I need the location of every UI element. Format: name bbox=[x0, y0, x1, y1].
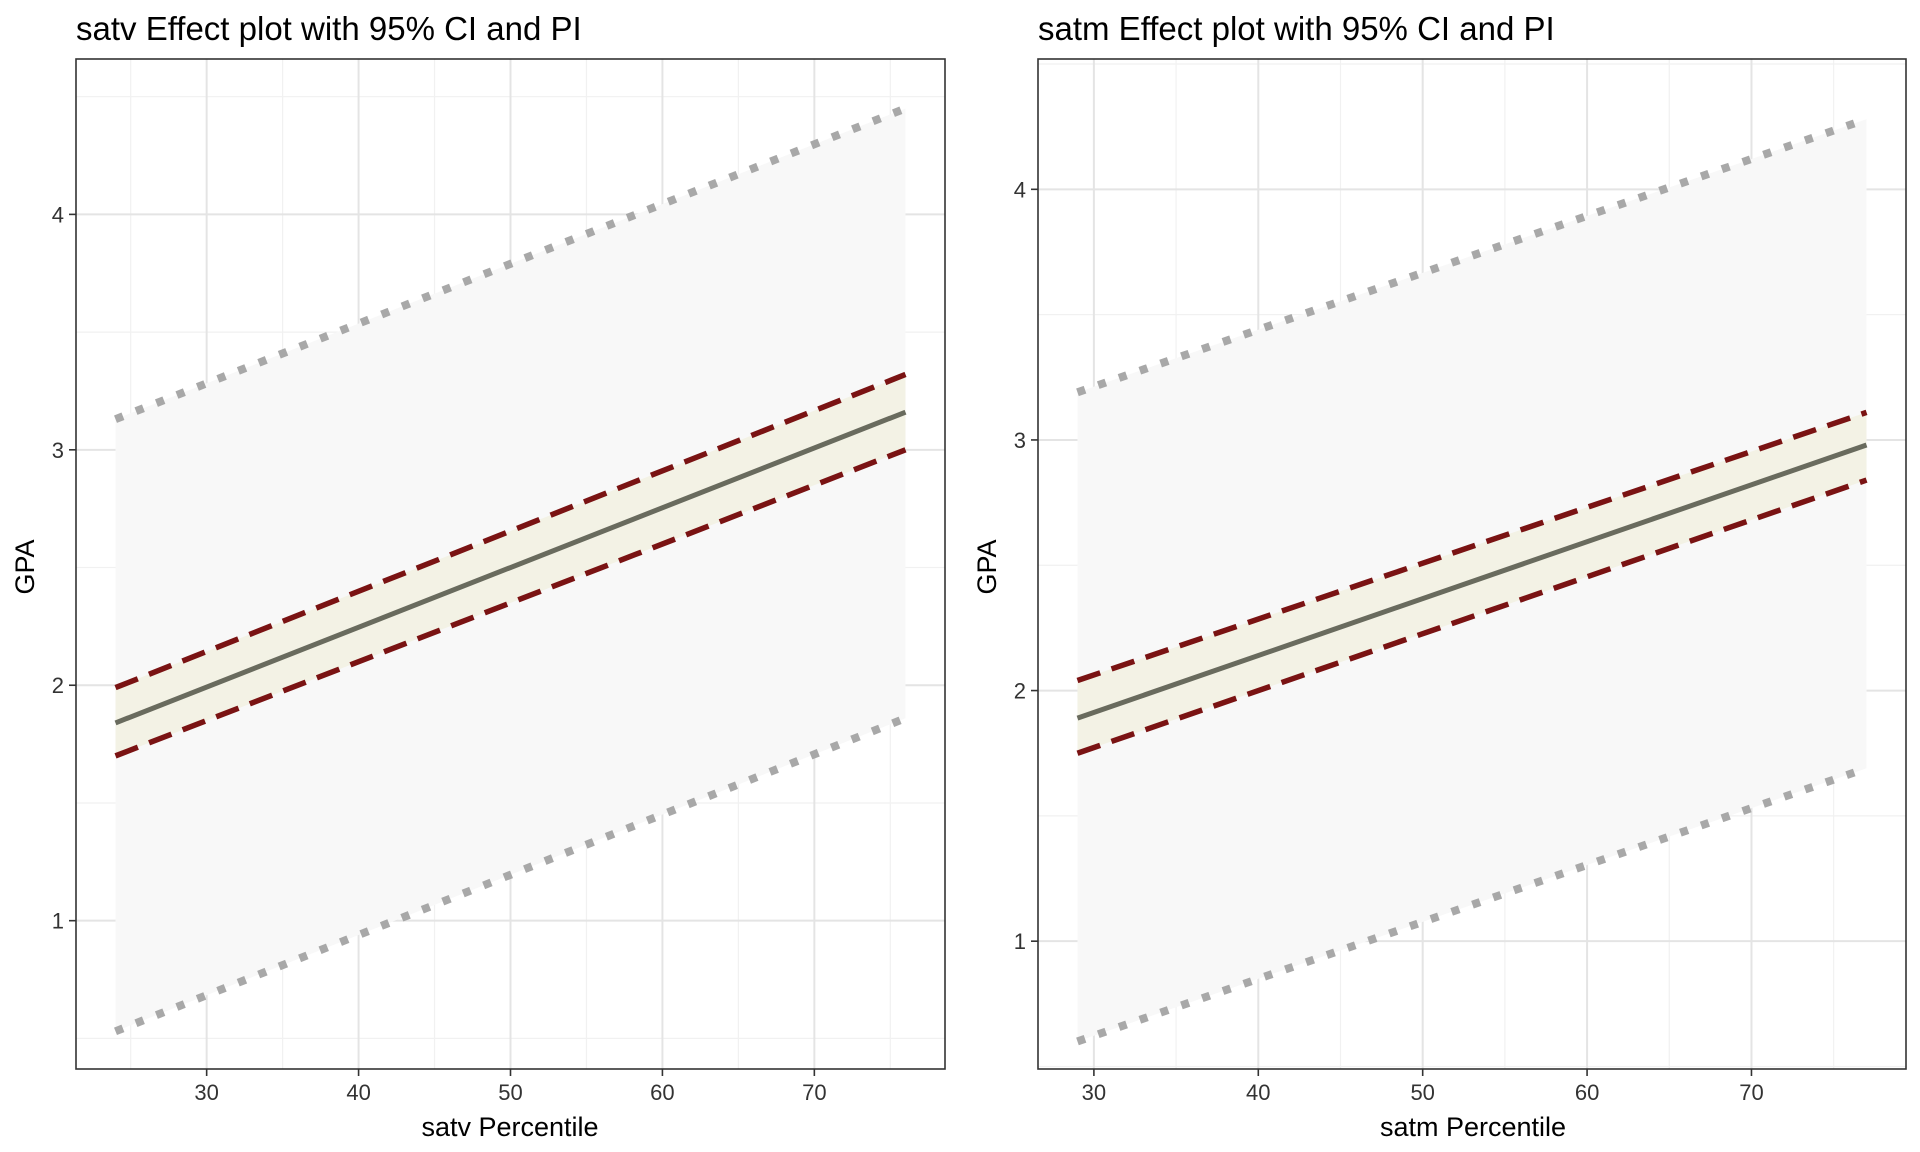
satv-plot-area bbox=[75, 58, 946, 1070]
satm-panel-border bbox=[1037, 58, 1907, 1070]
satv-y-axis-title: GPA bbox=[10, 539, 40, 594]
satv-y-tick-label: 4 bbox=[52, 202, 64, 227]
satv-x-axis-ticks: 30 40 50 60 70 bbox=[194, 1069, 827, 1105]
satv-x-tick-label: 60 bbox=[650, 1080, 674, 1105]
satv-y-axis-ticks: 1 2 3 4 bbox=[52, 202, 76, 934]
satm-plot-title: satm Effect plot with 95% CI and PI bbox=[1038, 10, 1555, 47]
satm-y-tick-label: 1 bbox=[1014, 929, 1026, 954]
satm-y-tick-label: 4 bbox=[1014, 177, 1026, 202]
satm-y-axis-title: GPA bbox=[972, 539, 1002, 594]
satm-x-tick-label: 50 bbox=[1410, 1080, 1434, 1105]
satv-x-tick-label: 50 bbox=[498, 1080, 522, 1105]
satm-ci-lower-line bbox=[1076, 477, 1868, 756]
satv-pi-upper-line bbox=[114, 104, 907, 423]
satm-ci-upper-line bbox=[1076, 409, 1868, 684]
satv-ci-lower-line bbox=[114, 447, 907, 759]
satv-plot-title: satv Effect plot with 95% CI and PI bbox=[76, 10, 582, 47]
satm-x-tick-label: 70 bbox=[1739, 1080, 1763, 1105]
satm-y-axis-ticks: 1 2 3 4 bbox=[1014, 177, 1038, 954]
satm-fit-line bbox=[1076, 442, 1868, 721]
satv-y-tick-label: 1 bbox=[52, 909, 64, 934]
satm-y-tick-label: 3 bbox=[1014, 428, 1026, 453]
satv-x-tick-label: 70 bbox=[802, 1080, 826, 1105]
satm-effect-plot: satm Effect plot with 95% CI and PI 30 40… bbox=[972, 10, 1907, 1142]
satm-pi-lower-line bbox=[1076, 764, 1868, 1046]
satm-x-tick-label: 60 bbox=[1575, 1080, 1599, 1105]
satm-pi-upper-line bbox=[1076, 115, 1868, 397]
satm-x-tick-label: 40 bbox=[1246, 1080, 1270, 1105]
satv-x-tick-label: 40 bbox=[346, 1080, 370, 1105]
satv-y-tick-label: 2 bbox=[52, 673, 64, 698]
satv-y-tick-label: 3 bbox=[52, 438, 64, 463]
satv-x-tick-label: 30 bbox=[194, 1080, 218, 1105]
satm-y-tick-label: 2 bbox=[1014, 679, 1026, 704]
satm-x-axis-title: satm Percentile bbox=[1380, 1112, 1566, 1142]
satv-pi-lower-line bbox=[114, 714, 907, 1036]
satv-x-axis-title: satv Percentile bbox=[421, 1112, 598, 1142]
satm-x-axis-ticks: 30 40 50 60 70 bbox=[1082, 1069, 1764, 1105]
satm-plot-area bbox=[1037, 58, 1907, 1070]
satv-fit-line bbox=[114, 409, 907, 726]
satm-x-tick-label: 30 bbox=[1082, 1080, 1106, 1105]
satv-effect-plot: satv Effect plot with 95% CI and PI 30 40… bbox=[10, 10, 946, 1142]
